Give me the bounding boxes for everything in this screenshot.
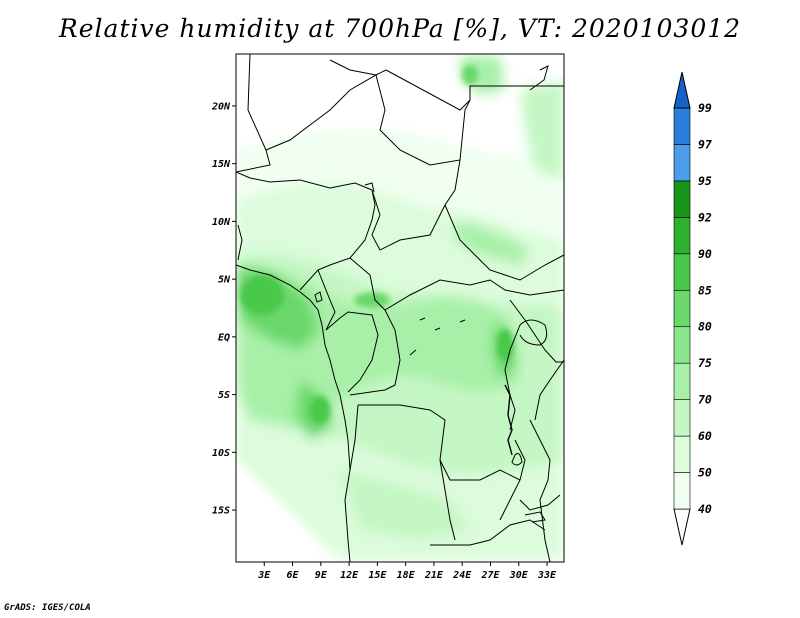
lon-tick-label: 30E xyxy=(509,570,529,581)
lat-tick-label: 20N xyxy=(211,101,231,112)
colorbar-segment xyxy=(673,107,691,145)
lon-tick-label: 9E xyxy=(315,570,328,581)
colorbar-label: 90 xyxy=(698,247,712,261)
lat-tick-label: 5N xyxy=(218,275,231,286)
lon-tick-label: 21E xyxy=(424,570,444,581)
colorbar-segment xyxy=(673,399,691,437)
colorbar-segment xyxy=(673,472,691,510)
colorbar-label: 40 xyxy=(698,502,712,516)
colorbar-segment xyxy=(673,217,691,255)
lon-tick-label: 27E xyxy=(480,570,500,581)
colorbar-label: 70 xyxy=(698,393,712,407)
lon-tick-label: 6E xyxy=(287,570,300,581)
colorbar-label: 92 xyxy=(698,210,712,224)
colorbar-label: 50 xyxy=(698,466,712,480)
lat-tick-label: 15N xyxy=(212,159,231,170)
map-frame xyxy=(235,53,565,563)
colorbar-segment xyxy=(673,362,691,400)
lat-tick-label: 15S xyxy=(212,506,230,517)
lat-tick-label: 5S xyxy=(218,390,230,401)
colorbar-segment xyxy=(673,289,691,328)
chart-title: Relative humidity at 700hPa [%], VT: 202… xyxy=(58,14,742,43)
latitude-axis: 20N 15N 10N 5N EQ 5S 10S 15S xyxy=(211,101,236,517)
colorbar-label: 95 xyxy=(698,174,712,188)
country-borders xyxy=(236,54,564,562)
colorbar-segment xyxy=(673,435,691,473)
colorbar-segment xyxy=(673,144,691,182)
colorbar-upper-arrow xyxy=(673,71,691,109)
colorbar-segment xyxy=(673,180,691,218)
lat-tick-label: 10S xyxy=(212,448,230,459)
lat-tick-label: 10N xyxy=(212,217,231,228)
lon-tick-label: 15E xyxy=(368,570,387,581)
colorbar-label: 75 xyxy=(698,356,712,370)
colorbar-label: 85 xyxy=(698,283,712,297)
grads-credit: GrADS: IGES/COLA xyxy=(4,603,91,613)
lon-tick-label: 33E xyxy=(537,570,557,581)
lon-tick-label: 24E xyxy=(452,570,472,581)
lon-tick-label: 12E xyxy=(340,570,359,581)
longitude-axis: 3E 6E 9E 12E 15E 18E 21E 24E 27E 30E 33E xyxy=(257,562,557,581)
colorbar-segment xyxy=(673,326,691,364)
colorbar-label: 97 xyxy=(698,137,712,151)
lon-tick-label: 18E xyxy=(397,570,416,581)
humidity-field xyxy=(236,54,564,562)
lat-tick-label: EQ xyxy=(218,332,230,343)
colorbar-lower-arrow xyxy=(673,508,691,546)
colorbar-label: 80 xyxy=(698,320,712,334)
colorbar-legend: 40 50 60 70 75 80 85 90 92 95 97 99 xyxy=(673,71,712,546)
colorbar-segment xyxy=(673,253,691,291)
colorbar-label: 60 xyxy=(698,429,712,443)
colorbar-label: 99 xyxy=(698,101,712,115)
lon-tick-label: 3E xyxy=(257,570,271,581)
